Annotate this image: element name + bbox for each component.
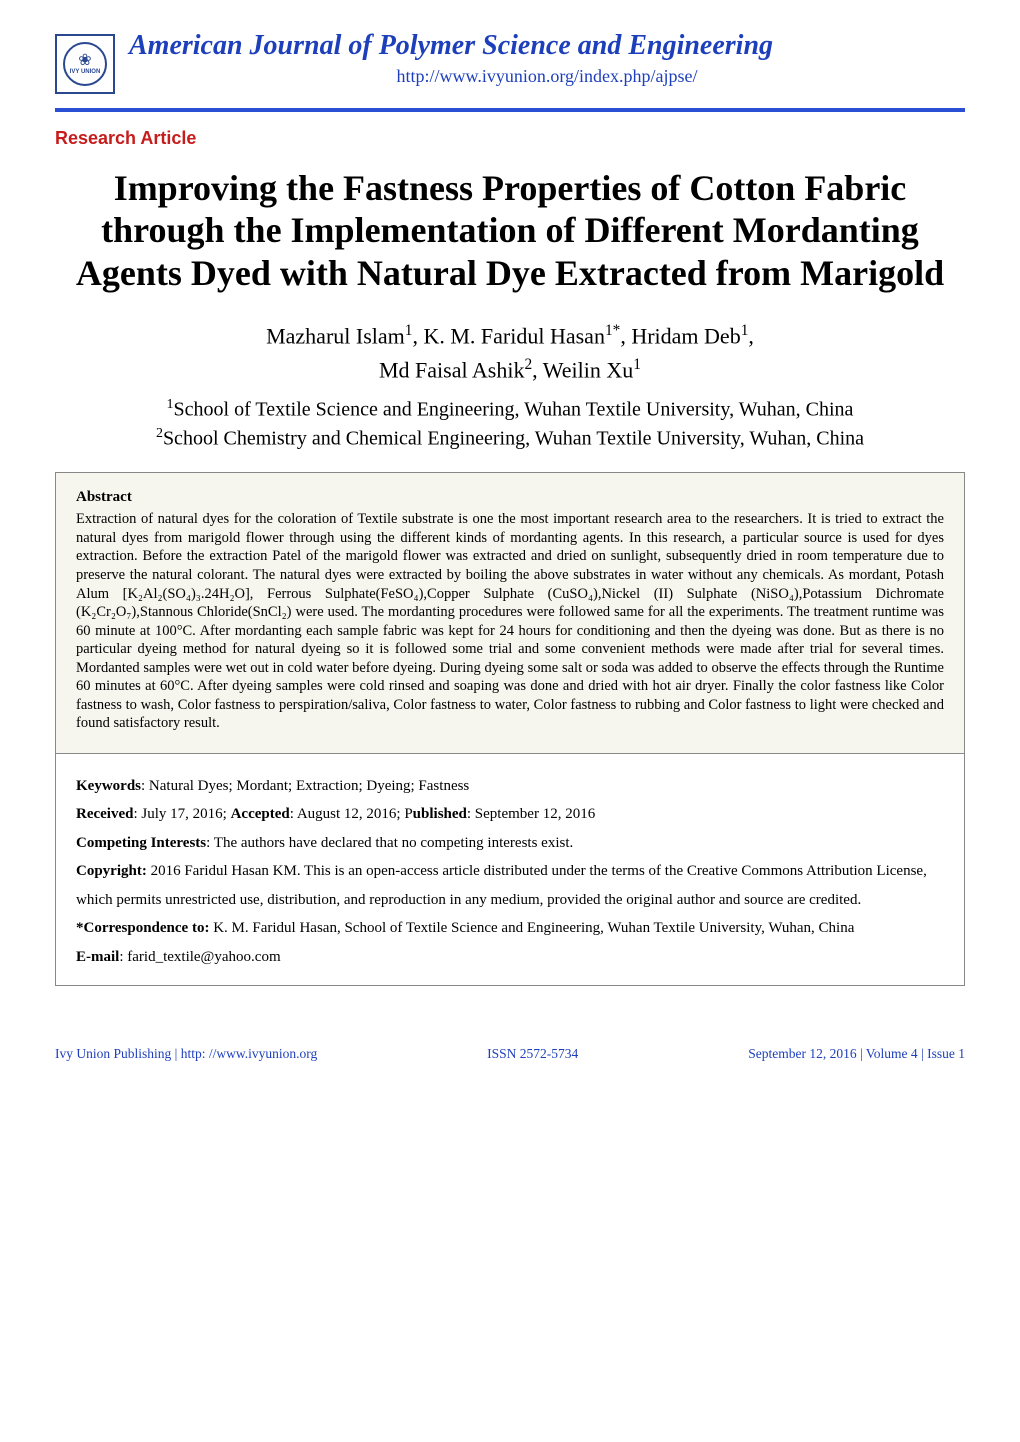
author-sup: 1 [633,356,641,373]
author: Md Faisal Ashik [379,357,524,382]
author-sup: 2 [524,356,532,373]
affiliation-sup: 1 [167,397,174,412]
dates-line: Received: July 17, 2016; Accepted: Augus… [76,800,944,829]
header-divider [55,108,965,112]
author: Mazharul Islam [266,324,405,349]
author-sup: 1 [405,322,413,339]
authors-line-2: Md Faisal Ashik2, Weilin Xu1 [55,356,965,383]
metadata-box: Keywords: Natural Dyes; Mordant; Extract… [55,754,965,987]
published-label: ublished [413,806,467,822]
copyright-line: Copyright: 2016 Faridul Hasan KM. This i… [76,857,944,914]
correspondence-label: *Correspondence to: [76,920,209,936]
published-value: : September 12, 2016 [467,806,595,822]
logo-text: IVY UNION [70,69,101,75]
affiliation-sup: 2 [156,426,163,441]
author: Weilin Xu [543,357,634,382]
abstract-text: Extraction of natural dyes for the color… [76,510,944,733]
keywords-line: Keywords: Natural Dyes; Mordant; Extract… [76,772,944,801]
journal-logo: ❀ IVY UNION [55,34,115,94]
author: Hridam Deb [631,324,740,349]
logo-leaf-icon: ❀ [78,53,91,69]
section-label: Research Article [55,128,965,149]
competing-value: : The authors have declared that no comp… [206,835,573,851]
abstract-box: Abstract Extraction of natural dyes for … [55,472,965,754]
affiliation-text: School Chemistry and Chemical Engineerin… [163,427,864,449]
competing-label: Competing Interests [76,835,206,851]
author-sup: 1 [741,322,749,339]
authors-line-1: Mazharul Islam1, K. M. Faridul Hasan1*, … [55,322,965,349]
affiliation-text: School of Textile Science and Engineerin… [174,399,854,421]
author: K. M. Faridul Hasan [423,324,604,349]
received-label: Received [76,806,133,822]
journal-url[interactable]: http://www.ivyunion.org/index.php/ajpse/ [129,66,965,87]
accepted-label: Accepted [231,806,290,822]
accepted-value: : August 12, 2016; P [290,806,413,822]
footer-left: Ivy Union Publishing | http: //www.ivyun… [55,1046,317,1062]
correspondence-line: *Correspondence to: K. M. Faridul Hasan,… [76,914,944,943]
journal-block: American Journal of Polymer Science and … [129,30,965,87]
article-title: Improving the Fastness Properties of Cot… [59,167,961,294]
copyright-value: 2016 Faridul Hasan KM. This is an open-a… [76,863,927,908]
email-line: E-mail: farid_textile@yahoo.com [76,943,944,972]
correspondence-value: K. M. Faridul Hasan, School of Textile S… [209,920,854,936]
email-value: : farid_textile@yahoo.com [119,949,280,965]
affiliation-1: 1School of Textile Science and Engineeri… [55,397,965,422]
footer-center: ISSN 2572-5734 [487,1046,578,1062]
abstract-heading: Abstract [76,489,944,506]
keywords-label: Keywords [76,778,141,794]
affiliation-2: 2School Chemistry and Chemical Engineeri… [55,426,965,451]
page-footer: Ivy Union Publishing | http: //www.ivyun… [55,1046,965,1062]
author-sup: 1* [605,322,620,339]
email-label: E-mail [76,949,119,965]
keywords-value: : Natural Dyes; Mordant; Extraction; Dye… [141,778,469,794]
copyright-label: Copyright: [76,863,147,879]
footer-right: September 12, 2016 | Volume 4 | Issue 1 [748,1046,965,1062]
header: ❀ IVY UNION American Journal of Polymer … [55,30,965,94]
journal-title: American Journal of Polymer Science and … [129,30,965,62]
competing-line: Competing Interests: The authors have de… [76,829,944,858]
received-value: : July 17, 2016; [133,806,230,822]
